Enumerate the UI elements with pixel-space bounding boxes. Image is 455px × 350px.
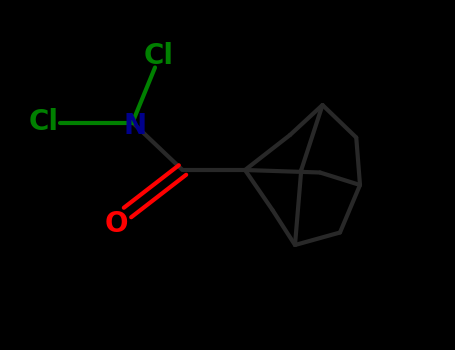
Text: Cl: Cl xyxy=(29,108,59,136)
Text: O: O xyxy=(105,210,128,238)
Text: N: N xyxy=(123,112,147,140)
Text: Cl: Cl xyxy=(144,42,174,70)
